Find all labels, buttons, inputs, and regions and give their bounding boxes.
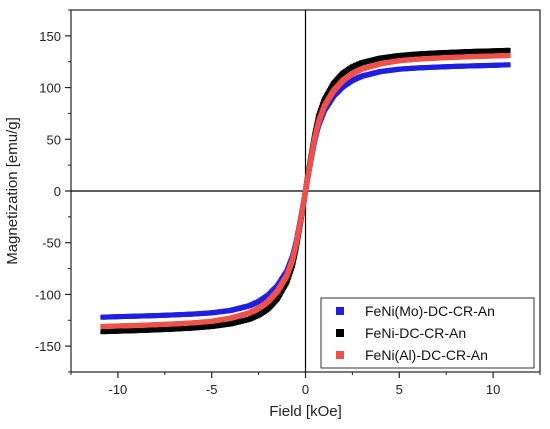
data-point-fill bbox=[312, 136, 318, 142]
y-tick-label: 0 bbox=[54, 184, 61, 199]
data-point-fill bbox=[376, 55, 382, 61]
data-point-fill bbox=[132, 328, 138, 334]
data-point-fill bbox=[330, 82, 336, 88]
data-point-fill bbox=[245, 317, 251, 323]
data-point-fill bbox=[254, 306, 260, 312]
data-point-fill bbox=[302, 190, 308, 196]
data-point-fill bbox=[357, 60, 363, 66]
data-point-fill bbox=[489, 62, 495, 68]
legend-swatch-al bbox=[336, 351, 344, 359]
data-point-fill bbox=[207, 310, 213, 316]
x-tick-label: -5 bbox=[206, 382, 218, 397]
data-point-fill bbox=[283, 274, 289, 280]
data-point-fill bbox=[348, 78, 354, 84]
y-axis-label: Magnetization [emu/g] bbox=[4, 117, 21, 265]
y-axis-ticks: -150 -100 -50 0 50 100 150 bbox=[35, 9, 71, 373]
data-point-fill bbox=[245, 303, 251, 309]
y-tick-label: -50 bbox=[42, 236, 61, 251]
data-point-fill bbox=[376, 61, 382, 67]
data-point-fill bbox=[113, 328, 119, 334]
data-point-fill bbox=[489, 53, 495, 59]
data-point-fill bbox=[264, 293, 270, 299]
data-point-fill bbox=[504, 53, 510, 59]
data-point-fill bbox=[113, 323, 119, 329]
x-axis-label: Field [kOe] bbox=[269, 403, 342, 420]
data-point-fill bbox=[504, 62, 510, 68]
data-point-fill bbox=[207, 324, 213, 330]
data-point-fill bbox=[293, 243, 299, 249]
x-tick-label: 5 bbox=[396, 382, 403, 397]
data-point-fill bbox=[451, 49, 457, 55]
data-point-fill bbox=[321, 105, 327, 111]
data-point-fill bbox=[470, 54, 476, 60]
data-point-fill bbox=[188, 311, 194, 317]
data-point-fill bbox=[254, 313, 260, 319]
data-point-fill bbox=[151, 327, 157, 333]
data-point-fill bbox=[170, 312, 176, 318]
data-point-fill bbox=[151, 322, 157, 328]
x-tick-label: 10 bbox=[486, 382, 500, 397]
data-point-fill bbox=[470, 63, 476, 69]
legend-label-feni: FeNi-DC-CR-An bbox=[365, 325, 466, 341]
data-point-fill bbox=[348, 65, 354, 71]
data-point-fill bbox=[188, 325, 194, 331]
data-point-fill bbox=[395, 53, 401, 59]
data-point-fill bbox=[451, 54, 457, 60]
legend: FeNi(Mo)-DC-CR-An FeNi-DC-CR-An FeNi(Al)… bbox=[320, 297, 535, 369]
data-point-fill bbox=[432, 50, 438, 56]
x-tick-label: -10 bbox=[109, 382, 128, 397]
data-point-fill bbox=[413, 65, 419, 71]
data-point-fill bbox=[273, 297, 279, 303]
y-tick-label: -100 bbox=[35, 287, 61, 302]
x-tick-label: 0 bbox=[302, 382, 309, 397]
data-point-fill bbox=[207, 318, 213, 324]
data-point-fill bbox=[132, 323, 138, 329]
data-point-fill bbox=[357, 74, 363, 80]
y-tick-label: 50 bbox=[47, 132, 61, 147]
data-point-fill bbox=[226, 315, 232, 321]
data-point-fill bbox=[339, 85, 345, 91]
data-point-fill bbox=[451, 63, 457, 69]
data-point-fill bbox=[395, 58, 401, 64]
data-point-fill bbox=[226, 321, 232, 327]
data-point-fill bbox=[315, 120, 321, 126]
data-point-fill bbox=[170, 321, 176, 327]
x-axis-ticks: -10 -5 0 5 10 bbox=[70, 372, 541, 397]
data-point-fill bbox=[289, 259, 295, 265]
data-point-fill bbox=[151, 313, 157, 319]
data-point-fill bbox=[489, 48, 495, 54]
data-point-fill bbox=[245, 310, 251, 316]
data-point-fill bbox=[504, 47, 510, 53]
data-point-fill bbox=[254, 299, 260, 305]
data-point-fill bbox=[470, 48, 476, 54]
data-point-fill bbox=[357, 67, 363, 73]
legend-swatch-feni bbox=[336, 329, 344, 337]
data-point-fill bbox=[188, 320, 194, 326]
series-group bbox=[100, 47, 511, 335]
data-point-fill bbox=[432, 64, 438, 70]
data-point-fill bbox=[170, 326, 176, 332]
data-point-fill bbox=[413, 56, 419, 62]
series-2 bbox=[100, 53, 511, 329]
data-point-fill bbox=[113, 314, 119, 320]
data-point-fill bbox=[413, 51, 419, 57]
data-point-fill bbox=[432, 55, 438, 61]
data-point-fill bbox=[132, 313, 138, 319]
data-point-fill bbox=[304, 178, 310, 184]
data-point-fill bbox=[348, 72, 354, 78]
legend-label-al: FeNi(Al)-DC-CR-An bbox=[365, 347, 488, 363]
legend-box bbox=[320, 297, 535, 369]
data-point-fill bbox=[376, 69, 382, 75]
data-point-fill bbox=[308, 156, 314, 162]
data-point-fill bbox=[297, 223, 303, 229]
y-tick-label: 100 bbox=[39, 81, 61, 96]
y-tick-label: 150 bbox=[39, 29, 61, 44]
legend-label-mo: FeNi(Mo)-DC-CR-An bbox=[365, 303, 495, 319]
legend-swatch-mo bbox=[336, 307, 344, 315]
data-point-fill bbox=[300, 201, 306, 207]
y-tick-label: -150 bbox=[35, 339, 61, 354]
data-point-fill bbox=[226, 308, 232, 314]
data-point-fill bbox=[395, 66, 401, 72]
